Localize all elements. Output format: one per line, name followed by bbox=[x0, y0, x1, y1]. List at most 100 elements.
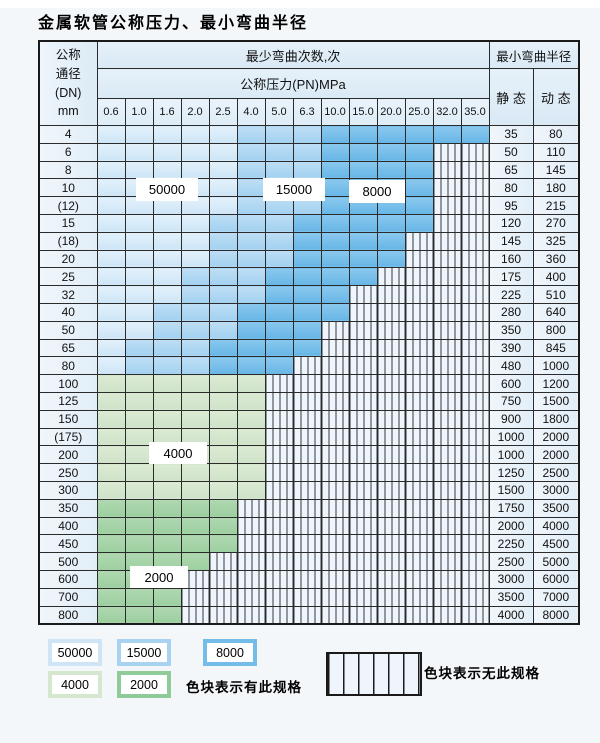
no-spec-cell bbox=[460, 285, 490, 304]
cycle-spec-cell bbox=[180, 338, 210, 358]
spec-table: 公称 通径 (DN) mm 最少弯曲次数,次 最小弯曲半径 公称压力(PN)MP… bbox=[38, 40, 581, 625]
no-spec-cell bbox=[208, 587, 238, 607]
dynamic-radius-cell: 800 bbox=[532, 320, 580, 340]
no-spec-cell bbox=[320, 480, 350, 500]
cycle-spec-cell bbox=[96, 569, 126, 589]
cycle-spec-cell bbox=[348, 142, 378, 162]
cycles-title-cell: 最少弯曲次数,次 bbox=[96, 40, 490, 69]
no-spec-cell bbox=[264, 552, 294, 571]
no-spec-cell bbox=[432, 196, 462, 215]
cycle-spec-cell bbox=[180, 463, 210, 482]
no-spec-cell bbox=[376, 320, 406, 340]
dynamic-radius-cell: 145 bbox=[532, 160, 580, 180]
dynamic-radius-cell: 2500 bbox=[532, 463, 580, 482]
no-spec-cell bbox=[460, 498, 490, 518]
cycle-spec-cell bbox=[292, 125, 322, 144]
static-radius-cell: 80 bbox=[488, 178, 534, 198]
cycle-spec-cell bbox=[152, 498, 182, 518]
cycle-spec-cell bbox=[404, 213, 434, 233]
static-radius-cell: 1250 bbox=[488, 463, 534, 482]
static-radius-cell: 175 bbox=[488, 267, 534, 287]
cycle-spec-cell bbox=[264, 285, 294, 304]
no-spec-cell bbox=[376, 534, 406, 554]
cycle-spec-cell bbox=[152, 160, 182, 180]
cycle-spec-cell bbox=[152, 480, 182, 500]
dynamic-radius-cell: 4500 bbox=[532, 534, 580, 554]
no-spec-cell bbox=[292, 605, 322, 625]
legend-swatch-label: 50000 bbox=[52, 643, 98, 662]
cycle-spec-cell bbox=[152, 338, 182, 358]
no-spec-cell bbox=[460, 160, 490, 180]
cycle-spec-cell bbox=[320, 178, 350, 198]
dynamic-radius-cell: 80 bbox=[532, 125, 580, 144]
no-spec-cell bbox=[460, 516, 490, 536]
cycle-spec-cell bbox=[124, 338, 154, 358]
cycle-spec-cell bbox=[236, 480, 266, 500]
no-spec-cell bbox=[404, 480, 434, 500]
static-header-cell: 静 态 bbox=[488, 68, 534, 126]
cycle-spec-cell bbox=[96, 605, 126, 625]
no-spec-cell bbox=[320, 605, 350, 625]
no-spec-cell bbox=[320, 498, 350, 518]
cycle-count-label: 8000 bbox=[349, 180, 405, 203]
pn-col-header: 5.0 bbox=[264, 98, 294, 126]
dn-header-line: (DN) bbox=[55, 85, 82, 100]
cycle-spec-cell bbox=[96, 285, 126, 304]
static-radius-cell: 900 bbox=[488, 409, 534, 429]
cycle-spec-cell bbox=[96, 160, 126, 180]
cycle-spec-cell bbox=[124, 463, 154, 482]
dynamic-radius-cell: 1800 bbox=[532, 409, 580, 429]
cycle-spec-cell bbox=[348, 267, 378, 287]
cycle-spec-cell bbox=[180, 516, 210, 536]
cycle-spec-cell bbox=[264, 356, 294, 376]
legend-swatch-label: 4000 bbox=[52, 675, 98, 694]
table-row: 600 3000 6000 bbox=[38, 569, 580, 589]
cycle-spec-cell bbox=[96, 125, 126, 144]
cycle-spec-cell bbox=[236, 445, 266, 465]
cycle-spec-cell bbox=[208, 160, 238, 180]
no-spec-cell bbox=[376, 267, 406, 287]
dn-value-cell: (18) bbox=[38, 231, 98, 251]
no-spec-cell bbox=[236, 498, 266, 518]
no-spec-cell bbox=[432, 160, 462, 180]
dynamic-radius-cell: 3000 bbox=[532, 480, 580, 500]
cycle-spec-cell bbox=[264, 249, 294, 269]
no-spec-cell bbox=[404, 427, 434, 447]
dn-value-cell: 250 bbox=[38, 463, 98, 482]
no-spec-cell bbox=[432, 605, 462, 625]
cycle-spec-cell bbox=[180, 320, 210, 340]
no-spec-cell bbox=[404, 356, 434, 376]
table-row: 20 160 360 bbox=[38, 249, 580, 269]
cycle-spec-cell bbox=[180, 498, 210, 518]
no-spec-cell bbox=[404, 374, 434, 393]
static-radius-cell: 160 bbox=[488, 249, 534, 269]
legend-swatch: 15000 bbox=[117, 639, 171, 666]
table-row: 65 390 845 bbox=[38, 338, 580, 358]
pn-col-header: 20.0 bbox=[376, 98, 406, 126]
static-radius-cell: 1500 bbox=[488, 480, 534, 500]
cycle-spec-cell bbox=[96, 534, 126, 554]
cycle-spec-cell bbox=[124, 142, 154, 162]
no-spec-cell bbox=[460, 356, 490, 376]
no-spec-cell bbox=[292, 534, 322, 554]
no-spec-cell bbox=[264, 463, 294, 482]
cycle-spec-cell bbox=[348, 125, 378, 144]
static-radius-cell: 145 bbox=[488, 231, 534, 251]
no-spec-cell bbox=[264, 445, 294, 465]
no-spec-cell bbox=[376, 391, 406, 411]
cycle-spec-cell bbox=[236, 213, 266, 233]
no-spec-cell bbox=[432, 178, 462, 198]
cycle-spec-cell bbox=[124, 302, 154, 322]
table-row: (18) 145 325 bbox=[38, 231, 580, 251]
cycle-spec-cell bbox=[96, 516, 126, 536]
no-spec-cell bbox=[432, 445, 462, 465]
no-spec-cell bbox=[208, 605, 238, 625]
table-row: 250 1250 2500 bbox=[38, 463, 580, 482]
no-spec-cell bbox=[432, 569, 462, 589]
static-radius-cell: 1000 bbox=[488, 427, 534, 447]
dynamic-radius-cell: 110 bbox=[532, 142, 580, 162]
no-spec-cell bbox=[348, 391, 378, 411]
cycle-spec-cell bbox=[96, 249, 126, 269]
no-spec-cell bbox=[404, 231, 434, 251]
cycle-spec-cell bbox=[348, 231, 378, 251]
